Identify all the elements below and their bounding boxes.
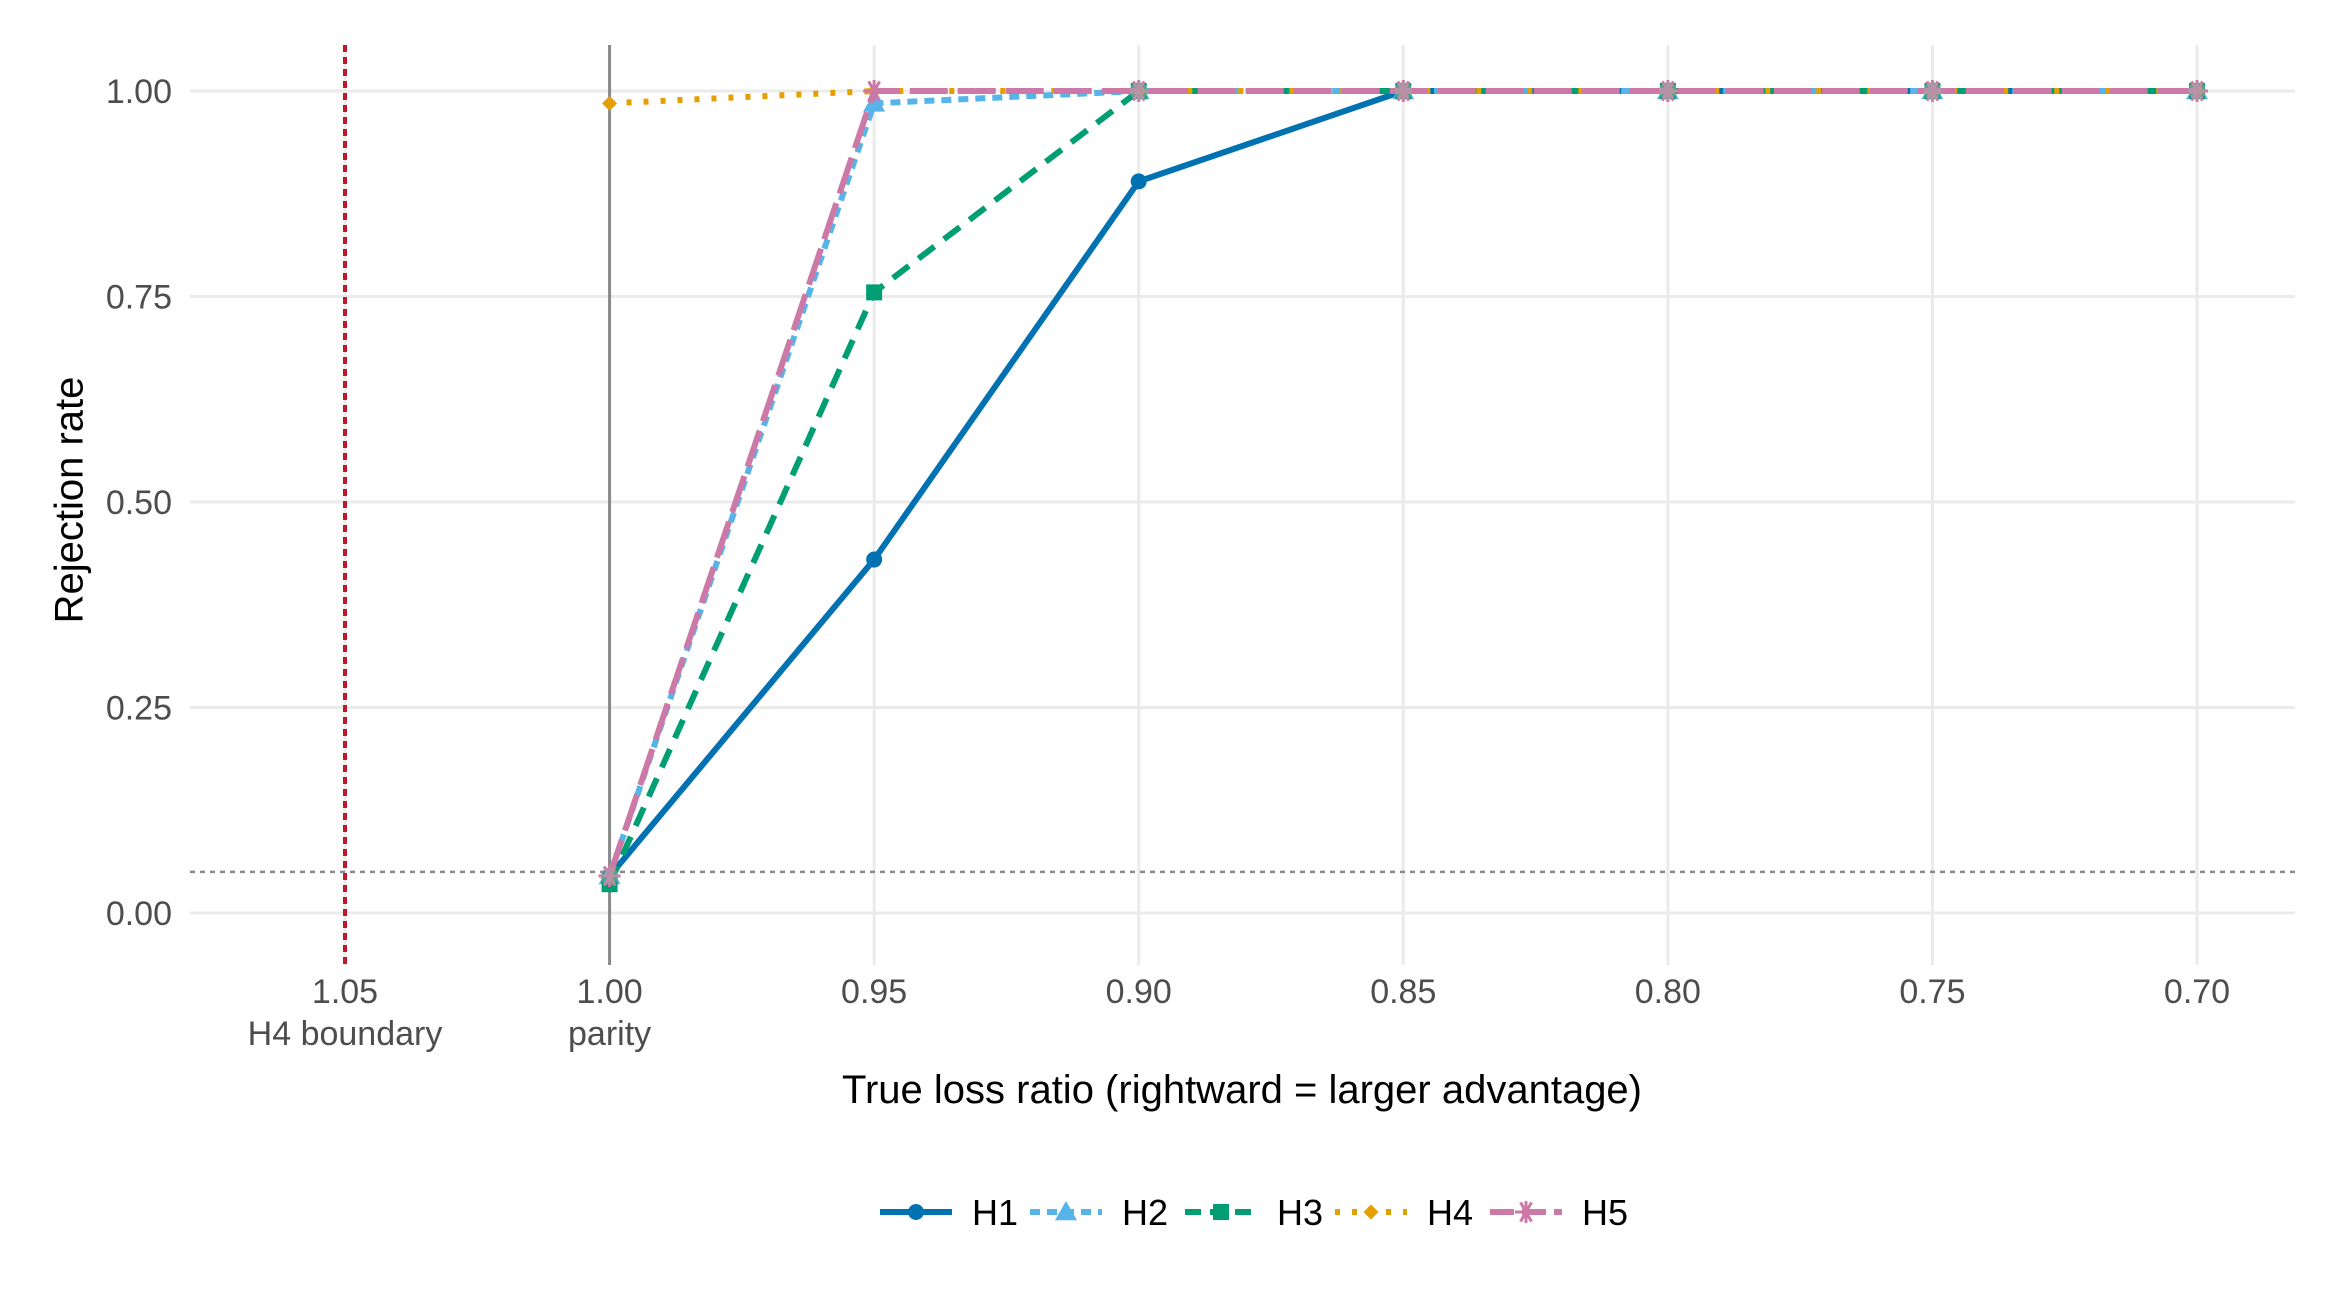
legend-marker xyxy=(1055,1201,1077,1221)
y-tick-label: 1.00 xyxy=(106,73,172,111)
legend: H1 H2 H3 H4 H5 xyxy=(880,1192,1628,1233)
legend-marker xyxy=(1213,1204,1229,1220)
marker-shape xyxy=(1130,173,1147,190)
overlap-point xyxy=(1923,82,1942,100)
y-tick-label: 0.25 xyxy=(106,690,172,728)
x-tick-label: 1.05 xyxy=(312,973,378,1011)
y-tick-label: 0.50 xyxy=(106,484,172,522)
legend-label: H1 xyxy=(972,1192,1018,1233)
x-tick-label: 1.00 xyxy=(576,973,642,1011)
legend-label: H5 xyxy=(1582,1192,1628,1233)
overlap-point xyxy=(1394,82,1413,100)
reference-lines xyxy=(190,45,2295,965)
data-point-h1 xyxy=(866,551,883,568)
series-layer xyxy=(598,80,2208,893)
legend-item-h2: H2 xyxy=(1030,1192,1168,1233)
data-point-h1 xyxy=(1130,173,1147,190)
legend-marker xyxy=(1363,1204,1379,1220)
marker-shape xyxy=(908,1204,924,1220)
x-tick-label: 0.75 xyxy=(1899,973,1965,1011)
marker-shape xyxy=(866,551,883,568)
y-tick-label: 0.00 xyxy=(106,895,172,933)
legend-item-h1: H1 xyxy=(880,1192,1018,1233)
marker-shape xyxy=(866,284,883,301)
y-tick-label: 0.75 xyxy=(106,279,172,317)
overlap-point xyxy=(2188,82,2206,100)
overlap-markers xyxy=(600,82,2206,886)
axis-labels: 0.00 0.25 0.50 0.75 1.00 1.05 H4 boundary 1.00 p… xyxy=(106,73,2230,1053)
legend-item-h5: H5 xyxy=(1490,1192,1628,1233)
marker-shape xyxy=(602,95,618,111)
x-tick-sublabel: H4 boundary xyxy=(248,1015,443,1053)
data-point-h3 xyxy=(866,284,883,301)
overlap-point xyxy=(1129,82,1148,100)
overlap-point xyxy=(600,867,619,886)
legend-marker xyxy=(1515,1201,1537,1223)
data-point-h5 xyxy=(863,80,886,102)
legend-label: H2 xyxy=(1122,1192,1168,1233)
x-tick-label: 0.85 xyxy=(1370,973,1436,1011)
legend-label: H3 xyxy=(1277,1192,1323,1233)
legend-item-h3: H3 xyxy=(1185,1192,1323,1233)
x-tick-label: 0.80 xyxy=(1635,973,1701,1011)
legend-item-h4: H4 xyxy=(1335,1192,1473,1233)
marker-shape xyxy=(1055,1201,1077,1221)
legend-marker xyxy=(908,1204,924,1220)
data-point-h4 xyxy=(602,95,618,111)
overlap-point xyxy=(1658,82,1677,100)
x-tick-label: 0.90 xyxy=(1106,973,1172,1011)
x-axis-title: True loss ratio (rightward = larger adva… xyxy=(842,1068,1642,1112)
grid-layer xyxy=(190,45,2295,965)
x-tick-label: 0.95 xyxy=(841,973,907,1011)
marker-shape xyxy=(1363,1204,1379,1220)
y-axis-title: Rejection rate xyxy=(48,377,92,624)
marker-shape xyxy=(1213,1204,1229,1220)
x-tick-label: 0.70 xyxy=(2164,973,2230,1011)
legend-label: H4 xyxy=(1427,1192,1473,1233)
x-tick-sublabel: parity xyxy=(568,1015,651,1053)
